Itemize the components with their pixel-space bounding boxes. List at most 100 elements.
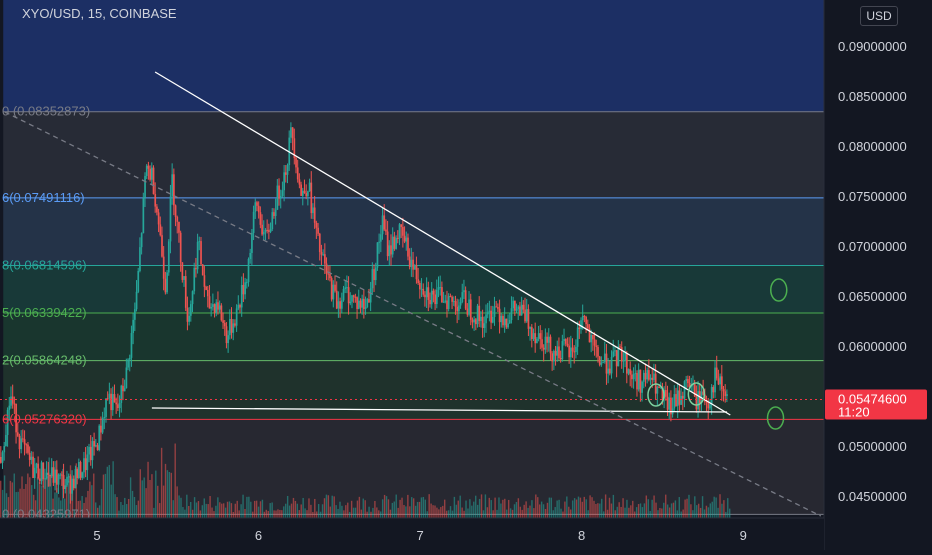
descending-trendline[interactable] — [154, 71, 731, 416]
candle-body — [597, 347, 599, 357]
marker-ellipse-2[interactable] — [687, 382, 706, 406]
dashed-channel-line[interactable] — [4, 111, 822, 517]
candle-body — [35, 463, 38, 468]
volume-bar — [63, 498, 66, 518]
volume-bar — [73, 509, 76, 518]
volume-bar — [488, 497, 490, 518]
volume-bar — [298, 510, 300, 518]
candle-body — [374, 267, 377, 281]
candle-body — [135, 291, 138, 310]
volume-bar — [19, 488, 21, 518]
volume-bar — [213, 511, 215, 518]
candle-body — [215, 302, 218, 313]
volume-bar — [364, 500, 366, 518]
currency-button[interactable]: USD — [860, 6, 898, 26]
candle-body — [213, 304, 216, 313]
volume-bar — [292, 497, 295, 518]
volume-bar — [104, 473, 107, 518]
candle-body — [515, 309, 518, 311]
volume-bar — [170, 472, 173, 518]
candle-body — [229, 318, 231, 336]
volume-bar — [525, 501, 527, 518]
candle-body — [549, 336, 552, 354]
candle-body — [620, 347, 623, 362]
candle-body — [181, 262, 184, 280]
volume-bar — [715, 497, 717, 518]
volume-bar — [632, 500, 634, 518]
current-price-tag-bg — [825, 389, 927, 420]
volume-bar — [135, 505, 138, 518]
candle-body — [10, 396, 12, 406]
volume-bar — [273, 510, 275, 518]
candle-body — [81, 472, 84, 478]
candle-body — [95, 445, 97, 447]
candle-body — [44, 478, 46, 480]
candle-body — [478, 305, 481, 322]
volume-bar — [186, 494, 188, 518]
candle-body — [678, 390, 681, 405]
candle-body — [332, 284, 335, 300]
volume-bar — [496, 509, 498, 518]
volume-bar — [457, 500, 459, 518]
volume-bar — [381, 499, 384, 518]
candle-body — [497, 307, 499, 309]
candle-body — [161, 235, 163, 257]
candle-body — [434, 294, 436, 305]
price-axis-panel[interactable] — [824, 0, 932, 550]
candle-body — [173, 174, 175, 206]
candle-body — [64, 485, 67, 490]
volume-bar — [604, 494, 607, 518]
volume-bar — [554, 507, 556, 518]
marker-ellipse-3[interactable] — [770, 278, 788, 302]
candle-body — [495, 306, 498, 308]
candle-body — [125, 367, 128, 389]
candle-body — [624, 352, 627, 361]
candle-body — [673, 394, 676, 409]
candle-body — [312, 207, 314, 214]
candle-body — [159, 224, 162, 236]
candle-body — [427, 287, 430, 300]
candle-body — [581, 315, 584, 321]
marker-ellipse-4[interactable] — [766, 406, 785, 430]
volume-bar — [500, 503, 502, 518]
candle-body — [120, 385, 123, 403]
volume-bar — [426, 511, 428, 518]
volume-bar — [709, 503, 712, 518]
volume-bar — [568, 506, 570, 518]
candle-body — [91, 441, 94, 461]
candle-body — [190, 304, 192, 316]
candle-body — [269, 229, 272, 233]
time-axis-panel[interactable] — [0, 518, 824, 550]
volume-bar — [329, 506, 331, 518]
candle-body — [33, 467, 36, 478]
volume-bar — [498, 497, 500, 518]
volume-bar — [581, 501, 584, 518]
candle-body — [383, 215, 386, 230]
candle-body — [461, 292, 464, 303]
candle-body — [525, 309, 528, 322]
candle-body — [481, 316, 484, 329]
volume-bar — [184, 509, 186, 518]
candle-body — [100, 425, 102, 433]
candle-body — [237, 304, 240, 309]
drawings-layer[interactable] — [0, 71, 824, 517]
candle-body — [517, 306, 520, 310]
candle-body — [152, 167, 155, 195]
volume-bar — [570, 509, 572, 518]
support-line[interactable] — [151, 407, 728, 413]
candle-body — [634, 373, 637, 375]
volume-bar — [294, 500, 297, 518]
candle-body — [583, 315, 586, 317]
candle-body — [346, 287, 348, 289]
candle-body — [658, 386, 660, 388]
volume-bar — [513, 504, 516, 518]
marker-ellipse-1[interactable] — [647, 383, 665, 407]
candle-body — [354, 296, 357, 298]
volume-bar — [383, 494, 386, 518]
volume-bar — [645, 495, 648, 518]
candle-body — [632, 373, 635, 380]
